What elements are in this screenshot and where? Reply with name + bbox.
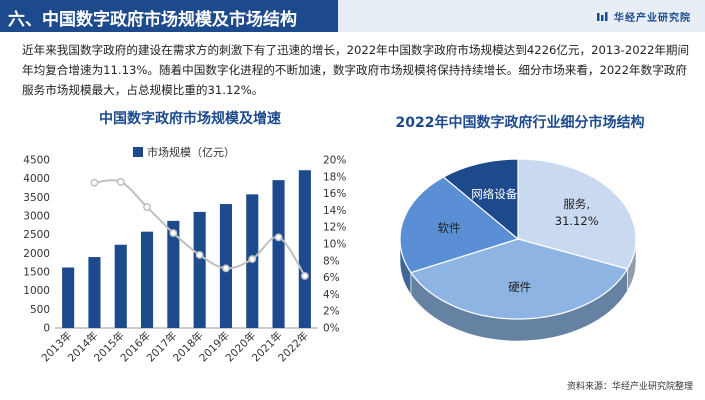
y2-tick-label: 20%: [323, 155, 346, 167]
source-note: 资料来源：华经产业研究院整理: [566, 382, 693, 392]
y-tick-label: 1000: [23, 285, 50, 297]
bar-chart-title: 中国数字政府市场规模及增速: [99, 111, 281, 127]
pie-slice-label: 软件: [438, 221, 461, 235]
y-tick-label: 3000: [23, 211, 50, 223]
y-tick-label: 0: [43, 323, 50, 335]
y2-tick-label: 2%: [323, 306, 340, 318]
y2-tick-label: 12%: [323, 222, 346, 234]
pie-slice-value: 31.12%: [555, 214, 599, 228]
header: 六、中国数字政府市场规模及市场结构 华经产业研究院: [0, 0, 705, 32]
pie-slice: [442, 158, 519, 241]
intro-paragraph: 近年来我国数字政府的建设在需求方的刺激下有了迅速的增长，2022年中国数字政府市…: [22, 43, 690, 97]
y-tick-label: 500: [30, 304, 50, 316]
pie-slice: [409, 238, 629, 320]
bar: [88, 257, 101, 328]
y2-tick-label: 10%: [323, 239, 346, 251]
line-point: [143, 203, 152, 211]
y2-tick-label: 16%: [323, 188, 346, 200]
y-tick-label: 2000: [23, 248, 50, 260]
line-point: [90, 178, 99, 187]
bar: [272, 180, 285, 328]
brand: 华经产业研究院: [596, 9, 691, 24]
y-tick-label: 4000: [23, 173, 50, 185]
bar: [298, 170, 311, 328]
y2-tick-label: 14%: [323, 205, 346, 217]
brand-name: 华经产业研究院: [614, 13, 691, 24]
y-tick-label: 4500: [23, 155, 50, 167]
legend-label: 市场规模（亿元）: [147, 145, 235, 159]
line-point: [195, 250, 204, 259]
brand-logo-icon: [597, 12, 608, 21]
line-point: [248, 255, 257, 264]
line-point: [116, 177, 125, 186]
bar: [114, 244, 127, 328]
pie-slice: [399, 176, 520, 274]
header-title-bar: 六、中国数字政府市场规模及市场结构: [0, 0, 338, 32]
legend-swatch: [133, 147, 143, 157]
y2-tick-label: 18%: [323, 171, 346, 183]
line-point: [300, 271, 309, 280]
bar: [193, 211, 206, 328]
pie-slice-label: 网络设备: [471, 187, 517, 201]
y-tick-label: 2500: [23, 229, 50, 241]
y2-tick-label: 8%: [323, 255, 340, 267]
line-point: [169, 229, 178, 238]
line-point: [222, 264, 230, 273]
bar: [62, 267, 75, 328]
y-tick-label: 3500: [23, 192, 50, 204]
y2-tick-label: 4%: [323, 289, 340, 301]
line-point: [274, 233, 283, 242]
y2-tick-label: 6%: [323, 272, 340, 284]
pie-slice: [517, 158, 637, 270]
bar: [167, 220, 180, 328]
pie-slice-label: 服务,: [563, 197, 590, 211]
pie-chart-title: 2022年中国数字政府行业细分市场结构: [395, 115, 645, 131]
page-title: 六、中国数字政府市场规模及市场结构: [8, 10, 297, 30]
y-tick-label: 1500: [23, 267, 50, 279]
bar: [141, 231, 154, 328]
pie-slice-label: 硬件: [508, 280, 531, 294]
y2-tick-label: 0%: [323, 323, 340, 335]
